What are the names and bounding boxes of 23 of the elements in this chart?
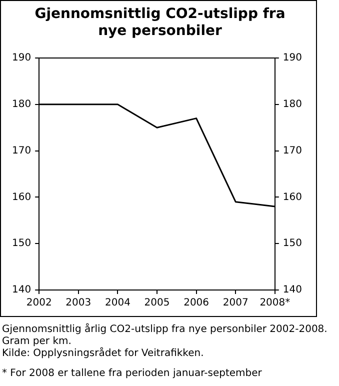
y-tick-label: 190	[12, 52, 32, 64]
x-tick-label: 2002	[26, 298, 52, 309]
text: * For 2008 er tallene fra perioden januar-september	[2, 368, 263, 380]
x-tick-label: 2006	[184, 298, 210, 309]
y2-tick-label: 150	[282, 238, 302, 250]
y-tick-label: 150	[12, 238, 32, 250]
x-tick-label: 2008*	[260, 298, 290, 309]
y2-tick-label: 180	[282, 98, 302, 110]
text: Gjennomsnittlig årlig CO2-utslipp fra nye personbiler 2002-2008. Gram per km.	[2, 324, 328, 347]
x-tick-label: 2003	[66, 298, 92, 309]
x-tick-label: 2007	[222, 298, 248, 309]
y2-tick-label: 160	[282, 192, 302, 203]
text: Kilde: Opplysningsrådet for Veitrafikken.	[2, 348, 205, 360]
y-tick-label: 140	[12, 284, 32, 296]
y-tick-label: 170	[12, 145, 32, 156]
chart-title: Gjennomsnittlig CO2-utslipp fra nye personbiler	[34, 6, 286, 40]
y-tick-label: 160	[12, 192, 32, 203]
x-tick-label: 2005	[144, 298, 170, 309]
y2-tick-label: 140	[282, 284, 302, 296]
y2-tick-label: 170	[282, 145, 302, 156]
y-tick-label: 180	[12, 98, 32, 110]
x-tick-label: 2004	[104, 298, 130, 309]
y2-tick-label: 190	[282, 52, 302, 64]
